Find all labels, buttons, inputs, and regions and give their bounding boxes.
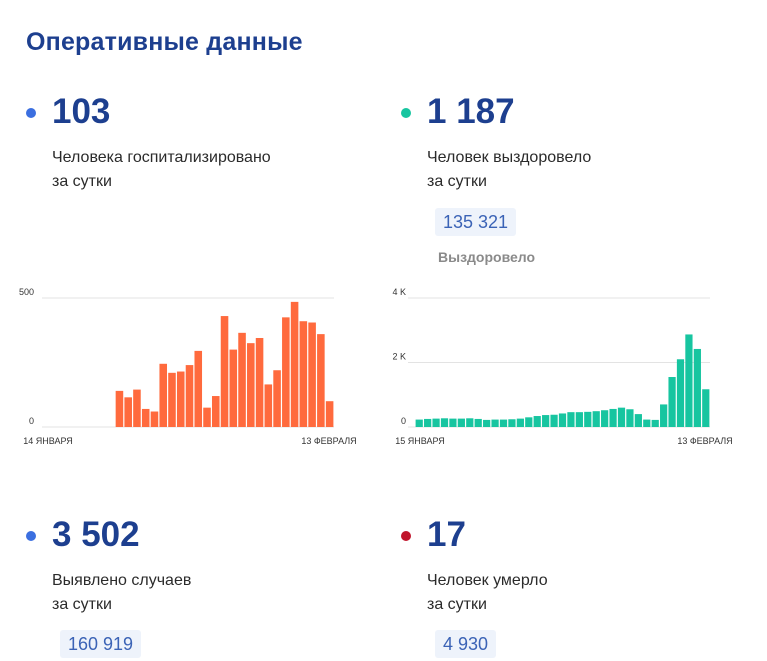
total-deaths-badge: 4 930 <box>435 630 497 658</box>
total-recovered-badge: 135 321 <box>435 208 517 236</box>
x-start-label: 15 ЯНВАРЯ <box>395 436 445 446</box>
bar <box>634 414 642 427</box>
bar <box>668 377 676 427</box>
x-end-label: 13 ФЕВРАЛЯ <box>677 436 732 446</box>
bar <box>617 407 626 427</box>
bar <box>626 409 634 427</box>
bar <box>432 418 440 427</box>
x-end-label: 13 ФЕВРАЛЯ <box>301 436 356 446</box>
stat-label-line1: Человек выздоровело <box>427 149 592 166</box>
bar <box>264 384 273 427</box>
bar <box>660 404 668 427</box>
stat-value: 1 187 <box>427 92 515 131</box>
stat-label-line2: за сутки <box>427 596 487 613</box>
bar <box>325 401 334 427</box>
y-tick-label: 2 K <box>392 352 406 362</box>
bar <box>185 365 194 427</box>
stat-label-line2: за сутки <box>427 173 487 190</box>
bar <box>115 390 124 427</box>
bar <box>702 389 710 427</box>
bar <box>273 370 281 427</box>
bar <box>601 410 609 427</box>
dot-icon <box>401 108 411 118</box>
stat-value: 17 <box>427 515 466 554</box>
bar <box>643 419 651 427</box>
bar <box>238 332 246 427</box>
y-tick-label: 4 K <box>392 287 406 297</box>
bar <box>299 321 308 427</box>
stat-label: Выявлено случаев за сутки <box>52 569 352 617</box>
bar <box>693 348 701 427</box>
stat-label-line1: Человек умерло <box>427 572 548 589</box>
bar <box>542 415 550 427</box>
bar <box>247 343 255 427</box>
total-recovered-label: Выздоровело <box>438 249 536 265</box>
stat-label: Человек выздоровело за сутки <box>427 146 727 194</box>
bar <box>194 350 203 427</box>
bar <box>159 363 168 427</box>
bar <box>255 337 264 427</box>
bar <box>609 408 617 427</box>
page-title: Оперативные данные <box>26 28 303 56</box>
dot-icon <box>26 531 36 541</box>
bar <box>483 419 491 427</box>
bar <box>449 418 457 427</box>
bar <box>508 419 516 427</box>
bar <box>550 414 558 427</box>
bar <box>525 417 533 427</box>
bar <box>211 396 220 427</box>
bar <box>466 418 474 427</box>
y-tick-label: 0 <box>29 416 34 426</box>
bar <box>176 371 185 427</box>
bar <box>516 418 524 427</box>
bar <box>133 389 141 427</box>
bar <box>141 408 150 427</box>
bar <box>229 349 238 427</box>
y-tick-label: 0 <box>401 416 406 426</box>
total-cases-badge: 160 919 <box>60 630 142 658</box>
dot-icon <box>401 531 411 541</box>
y-tick-label: 500 <box>19 287 34 297</box>
stat-label-line1: Выявлено случаев <box>52 572 192 589</box>
stat-value: 103 <box>52 92 111 131</box>
bar <box>592 411 600 427</box>
bar <box>651 419 659 427</box>
stat-label-line2: за сутки <box>52 173 112 190</box>
bar <box>308 322 316 427</box>
bar <box>474 418 482 427</box>
bar <box>290 301 299 427</box>
stat-label-line1: Человека госпитализировано <box>52 149 271 166</box>
bar <box>491 419 499 427</box>
bar <box>150 411 159 427</box>
bar <box>220 316 229 427</box>
bar <box>415 419 423 427</box>
bar <box>317 334 325 427</box>
bar <box>124 397 132 427</box>
x-start-label: 14 ЯНВАРЯ <box>23 436 73 446</box>
bar <box>584 411 592 427</box>
bar <box>282 317 290 427</box>
bar <box>457 418 465 427</box>
bar <box>558 413 567 427</box>
stat-label-line2: за сутки <box>52 596 112 613</box>
bar <box>440 418 449 427</box>
recoveries-chart: 4 K 2 K 0 15 ЯНВАРЯ 13 ФЕВРАЛЯ <box>392 287 732 446</box>
stat-value: 3 502 <box>52 515 140 554</box>
hospitalizations-chart: 500 0 14 ЯНВАРЯ 13 ФЕВРАЛЯ <box>19 287 357 446</box>
bar <box>533 416 541 427</box>
stat-label: Человек умерло за сутки <box>427 569 727 617</box>
stat-label: Человека госпитализировано за сутки <box>52 146 352 194</box>
bar <box>203 407 211 427</box>
bar <box>567 412 575 427</box>
bar <box>499 419 508 427</box>
bar <box>575 412 583 427</box>
bar <box>685 334 693 427</box>
bar <box>676 359 685 427</box>
bar <box>424 418 432 427</box>
dot-icon <box>26 108 36 118</box>
bar <box>168 372 176 427</box>
